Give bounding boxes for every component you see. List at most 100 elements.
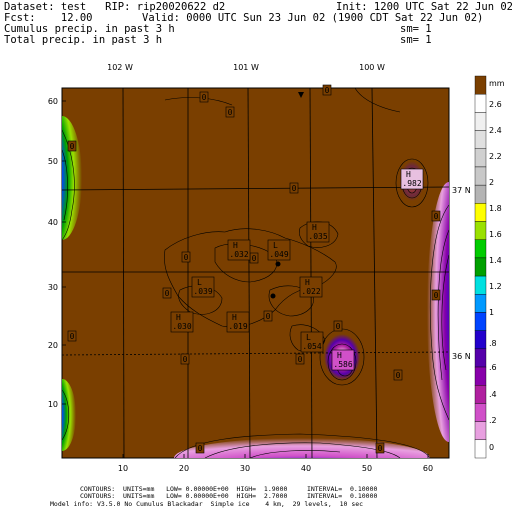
svg-text:L: L: [273, 241, 278, 250]
forecast-hour: Fcst: 12.00: [4, 12, 93, 24]
svg-text:L: L: [197, 278, 202, 287]
colorbar-swatch: [474, 312, 487, 331]
graticule: [61, 87, 450, 459]
extremum-label: H.019: [226, 311, 250, 333]
colorbar-label: 1.2: [489, 282, 502, 291]
y-tick-label: 60: [48, 97, 58, 106]
svg-text:H: H: [233, 241, 238, 250]
colorbar-label: 2.4: [489, 126, 502, 135]
zero-label: 0: [184, 253, 189, 262]
svg-text:.019: .019: [228, 322, 247, 331]
colorbar-label: 2.2: [489, 152, 502, 161]
colorbar-label: 1.6: [489, 230, 502, 239]
extremum-label: H.035: [306, 221, 330, 243]
colorbar-swatch: [474, 93, 487, 113]
parallel-36n: [61, 351, 450, 356]
colorbar-swatch: [474, 439, 487, 459]
svg-text:H: H: [337, 351, 342, 360]
field-total-precip: Total precip. in past 3 h: [4, 34, 163, 46]
colorbar-swatch: [474, 239, 487, 259]
precip-map: 0 0 0 0 0 0 0 0 0 0 0 0 0 0 0 0 0 0 H.03…: [48, 63, 505, 473]
init-time: Init: 1200 UTC Sat 22 Jun 02: [336, 1, 512, 13]
extremum-label: H.586: [331, 349, 355, 371]
colorbar-swatch: [474, 75, 487, 95]
colorbar-label: .6: [489, 363, 497, 372]
svg-text:H: H: [176, 313, 181, 322]
extremum-label: H.022: [299, 276, 323, 298]
x-tick-label: 20: [179, 464, 189, 473]
station-triangle: [298, 92, 304, 98]
svg-text:.982: .982: [402, 179, 421, 188]
lat-label: 37 N: [452, 186, 471, 195]
colorbar-swatch: [474, 403, 487, 422]
colorbar-swatch: [474, 348, 487, 368]
zero-label: 0: [434, 212, 439, 221]
svg-text:.049: .049: [269, 250, 288, 259]
dataset-label: Dataset: test RIP: rip20020622 d2: [4, 1, 226, 13]
colorbar-swatch: [474, 275, 487, 295]
y-tick-label: 30: [48, 283, 58, 292]
field-total-smoothing: sm= 1: [400, 34, 432, 46]
zero-label: 0: [378, 444, 383, 453]
x-tick-label: 10: [118, 464, 128, 473]
colorbar-swatch: [474, 112, 487, 131]
y-tick-label: 40: [48, 218, 58, 227]
svg-text:.039: .039: [193, 287, 212, 296]
colorbar-label: 1: [489, 308, 494, 317]
valid-time: Valid: 0000 UTC Sun 23 Jun 02 (1900 CDT …: [142, 12, 484, 24]
field-cumulus-precip: Cumulus precip. in past 3 h: [4, 23, 175, 35]
svg-text:.030: .030: [172, 322, 191, 331]
meridian-102w: [122, 87, 125, 459]
colorbar-swatch: [474, 385, 487, 404]
colorbar-label: .4: [489, 390, 497, 399]
colorbar-label: 2.6: [489, 100, 502, 109]
colorbar-label: .2: [489, 416, 497, 425]
extremum-label: H.030: [170, 311, 194, 333]
x-tick-label: 50: [362, 464, 372, 473]
colorbar-label: 1.8: [489, 204, 502, 213]
svg-text:.035: .035: [308, 232, 327, 241]
svg-text:.054: .054: [302, 342, 321, 351]
svg-text:H: H: [406, 170, 411, 179]
colorbar-label: 1.4: [489, 256, 502, 265]
zero-label: 0: [336, 322, 341, 331]
meridian-101w: [247, 87, 251, 459]
colorbar-swatch: [474, 203, 487, 222]
zero-label: 0: [228, 108, 233, 117]
zero-label: 0: [298, 355, 303, 364]
meridian-100w: [371, 87, 378, 459]
zero-label: 0: [70, 142, 75, 151]
colorbar-swatch: [474, 221, 487, 240]
colorbar-swatch: [474, 366, 487, 386]
svg-text:.032: .032: [229, 250, 248, 259]
station-dot: [270, 293, 276, 299]
precip-bottom-edge: [174, 438, 430, 458]
field-cumulus-smoothing: sm= 1: [400, 23, 432, 35]
extremum-label: H.032: [227, 239, 251, 261]
colorbar-swatch: [474, 148, 487, 168]
y-tick-label: 20: [48, 341, 58, 350]
svg-text:H: H: [305, 278, 310, 287]
colorbar-swatch: [474, 257, 487, 277]
lon-label: 100 W: [359, 63, 385, 72]
zero-label: 0: [183, 355, 188, 364]
zero-label: 0: [266, 312, 271, 321]
contour-info-2: CONTOURS: UNITS=mm LOW= 0.00000E+00 HIGH…: [80, 492, 378, 500]
map-background: [61, 87, 450, 459]
precip-bottom-left: [62, 379, 76, 451]
zero-labels: 0 0 0 0 0 0 0 0 0 0 0 0 0 0 0 0 0 0: [67, 84, 441, 454]
zero-label: 0: [325, 86, 330, 95]
station-dot: [275, 261, 281, 267]
zero-label: 0: [70, 332, 75, 341]
colorbar: [474, 75, 487, 459]
colorbar-label: 2: [489, 178, 494, 187]
county-line-3: [309, 87, 313, 459]
precip-left-edge: [62, 116, 82, 240]
station-markers: [270, 92, 304, 299]
extremum-label: L.049: [267, 239, 291, 261]
zero-label: 0: [396, 371, 401, 380]
extremum-label: H.982: [400, 168, 424, 190]
extrema-labels: H.032 L.049 H.035 L.039 H.022 H.030 H.01…: [170, 168, 424, 371]
zero-label: 0: [165, 289, 170, 298]
colorbar-swatch: [474, 330, 487, 350]
